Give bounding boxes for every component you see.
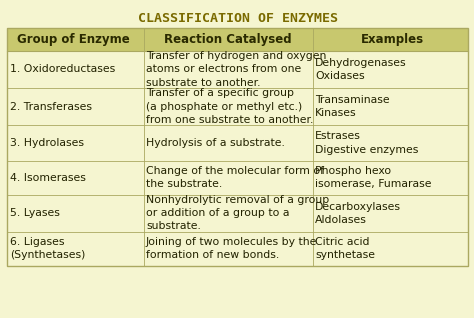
Text: Examples: Examples bbox=[361, 33, 424, 46]
Text: Joining of two molecules by the
formation of new bonds.: Joining of two molecules by the formatio… bbox=[146, 237, 318, 260]
Text: Decarboxylases
Aldolases: Decarboxylases Aldolases bbox=[315, 202, 401, 225]
Text: Phospho hexo
isomerase, Fumarase: Phospho hexo isomerase, Fumarase bbox=[315, 166, 432, 189]
Text: CLASSIFICATION OF ENZYMES: CLASSIFICATION OF ENZYMES bbox=[137, 12, 337, 25]
FancyBboxPatch shape bbox=[8, 88, 468, 125]
Text: Group of Enzyme: Group of Enzyme bbox=[17, 33, 129, 46]
FancyBboxPatch shape bbox=[8, 232, 468, 266]
Text: Transaminase
Kinases: Transaminase Kinases bbox=[315, 95, 390, 118]
FancyBboxPatch shape bbox=[8, 125, 468, 161]
FancyBboxPatch shape bbox=[8, 195, 468, 232]
Text: Transfer of a specific group
(a phosphate or methyl etc.)
from one substrate to : Transfer of a specific group (a phosphat… bbox=[146, 88, 313, 125]
Text: 4. Isomerases: 4. Isomerases bbox=[9, 173, 86, 183]
FancyBboxPatch shape bbox=[8, 51, 468, 88]
Text: 5. Lyases: 5. Lyases bbox=[9, 208, 60, 218]
Text: Reaction Catalysed: Reaction Catalysed bbox=[164, 33, 292, 46]
Text: Estrases
Digestive enzymes: Estrases Digestive enzymes bbox=[315, 131, 419, 155]
Text: Citric acid
synthetase: Citric acid synthetase bbox=[315, 237, 375, 260]
Text: 2. Transferases: 2. Transferases bbox=[9, 102, 91, 112]
Text: 1. Oxidoreductases: 1. Oxidoreductases bbox=[9, 65, 115, 74]
FancyBboxPatch shape bbox=[8, 161, 468, 195]
Text: 3. Hydrolases: 3. Hydrolases bbox=[9, 138, 84, 148]
Text: 6. Ligases
(Synthetases): 6. Ligases (Synthetases) bbox=[9, 237, 85, 260]
Text: Nonhydrolytic removal of a group
or addition of a group to a
substrate.: Nonhydrolytic removal of a group or addi… bbox=[146, 195, 329, 232]
Text: Transfer of hydrogen and oxygen
atoms or electrons from one
substrate to another: Transfer of hydrogen and oxygen atoms or… bbox=[146, 51, 327, 88]
Text: Change of the molecular form of
the substrate.: Change of the molecular form of the subs… bbox=[146, 166, 324, 189]
Text: Dehydrogenases
Oxidases: Dehydrogenases Oxidases bbox=[315, 58, 407, 81]
Text: Hydrolysis of a substrate.: Hydrolysis of a substrate. bbox=[146, 138, 285, 148]
FancyBboxPatch shape bbox=[8, 28, 468, 51]
